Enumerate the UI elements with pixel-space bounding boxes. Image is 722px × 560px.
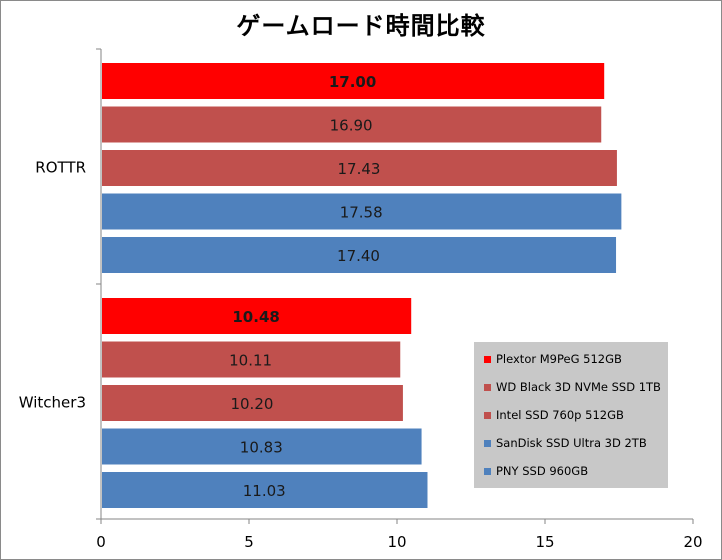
bar xyxy=(102,237,617,273)
bar xyxy=(102,341,401,378)
legend-label: PNY SSD 960GB xyxy=(496,464,589,478)
legend-swatch xyxy=(484,383,491,391)
legend-label: WD Black 3D NVMe SSD 1TB xyxy=(496,380,661,394)
legend-item: Intel SSD 760p 512GB xyxy=(484,406,624,424)
bar xyxy=(102,428,422,465)
data-label: 10.20 xyxy=(230,395,273,413)
legend-label: SanDisk SSD Ultra 3D 2TB xyxy=(496,436,647,450)
data-label: 16.90 xyxy=(330,117,373,135)
category-label: Witcher3 xyxy=(19,394,86,412)
data-label: 17.58 xyxy=(340,204,383,222)
legend-item: WD Black 3D NVMe SSD 1TB xyxy=(484,378,661,396)
data-label: 10.48 xyxy=(232,308,279,326)
bar xyxy=(102,150,617,186)
data-label: 11.03 xyxy=(243,482,286,500)
data-label: 10.83 xyxy=(240,439,283,457)
legend-label: Plextor M9PeG 512GB xyxy=(496,352,622,366)
legend-swatch xyxy=(484,439,491,447)
data-label: 17.00 xyxy=(329,73,376,91)
legend-item: Plextor M9PeG 512GB xyxy=(484,350,622,368)
x-tick-label: 5 xyxy=(244,533,254,551)
x-tick-label: 0 xyxy=(96,533,106,551)
legend-label: Intel SSD 760p 512GB xyxy=(496,408,624,422)
bar xyxy=(102,298,412,334)
legend-item: PNY SSD 960GB xyxy=(484,462,588,480)
x-tick-label: 15 xyxy=(535,533,554,551)
bar xyxy=(102,385,403,421)
data-label: 10.11 xyxy=(229,352,272,370)
bar xyxy=(102,193,622,230)
legend-swatch xyxy=(484,355,491,363)
legend-swatch xyxy=(484,467,491,475)
data-label: 17.40 xyxy=(337,247,380,265)
legend: Plextor M9PeG 512GB WD Black 3D NVMe SSD … xyxy=(474,342,668,488)
x-tick-label: 20 xyxy=(683,533,702,551)
category-label: ROTTR xyxy=(35,159,86,177)
data-label: 17.43 xyxy=(337,160,380,178)
bar xyxy=(102,63,605,99)
legend-swatch xyxy=(484,411,491,419)
bar xyxy=(102,106,602,143)
bar xyxy=(102,472,428,508)
legend-item: SanDisk SSD Ultra 3D 2TB xyxy=(484,434,647,452)
x-tick-label: 10 xyxy=(387,533,406,551)
chart-title: ゲームロード時間比較 xyxy=(236,12,486,40)
